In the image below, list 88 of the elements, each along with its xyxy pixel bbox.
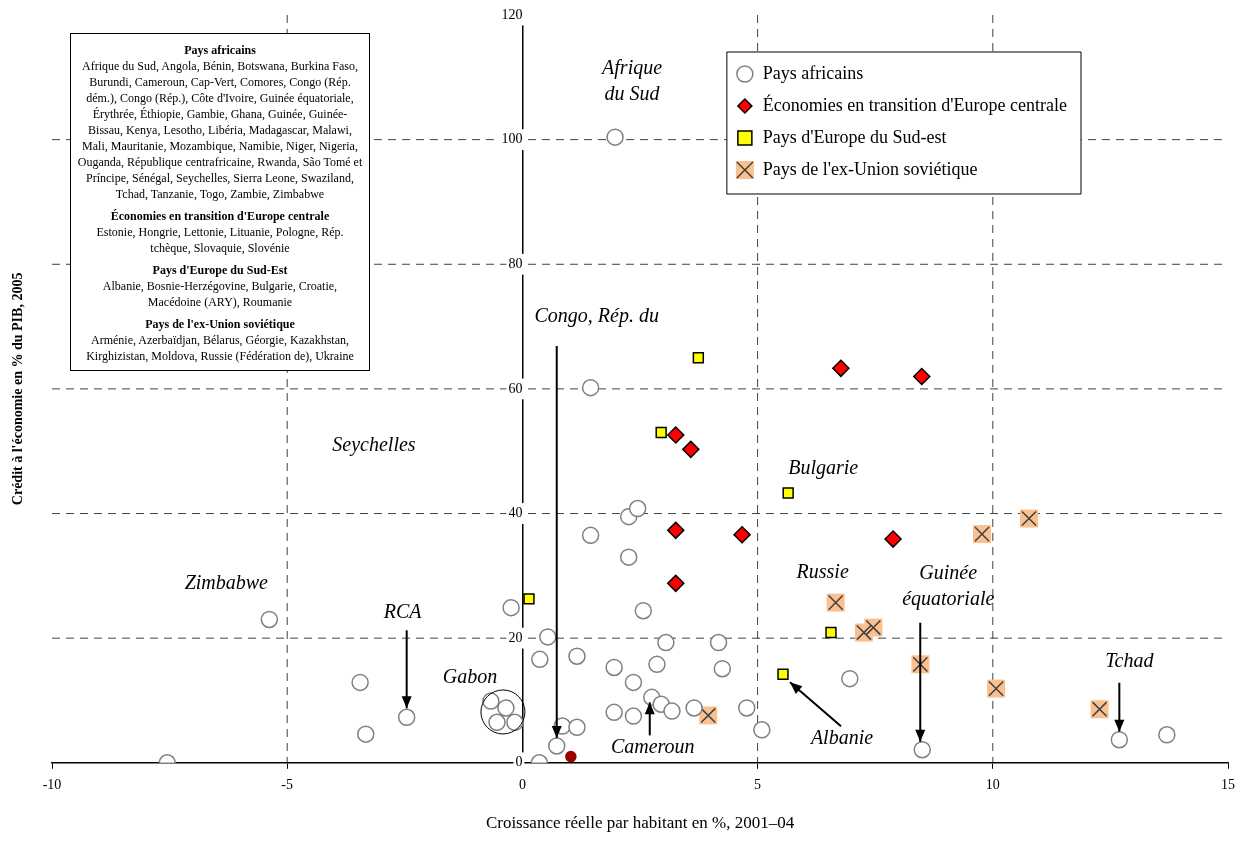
point [357, 725, 375, 743]
point [777, 668, 789, 681]
point [531, 650, 549, 669]
point [581, 378, 600, 397]
annotation: Économies en transition d'Europe centrale [109, 208, 331, 224]
point [884, 530, 902, 548]
point [733, 525, 751, 544]
point [738, 699, 756, 717]
point [657, 633, 675, 652]
y-tick-label: 120 [501, 6, 523, 22]
x-axis-title: Croissance réelle par habitant en %, 2001–04 [485, 813, 795, 833]
point [913, 367, 931, 386]
y-axis-title: Crédit à l'économie en % du PIB, 2005 [9, 272, 25, 506]
annotation: Tchad [1105, 648, 1155, 671]
annotation: RCA [382, 599, 423, 622]
point [605, 658, 623, 677]
point [565, 750, 577, 763]
annotation: Cameroun [610, 734, 695, 757]
annotation: Gabon [442, 665, 498, 688]
x-tick-label: 10 [985, 776, 1000, 792]
point [841, 669, 859, 688]
point [634, 602, 653, 620]
annotation: Congo, Rép. du [534, 304, 659, 328]
point [397, 708, 416, 727]
point [568, 647, 586, 665]
annotation: Albanie [808, 725, 874, 748]
y-tick-label: 20 [508, 629, 523, 645]
x-tick-label: -5 [281, 776, 294, 792]
annotation: Pays d'Europe du Sud-Est [151, 262, 289, 278]
point [667, 521, 685, 540]
legend-label: Économies en transition d'Europe centrale [762, 93, 1068, 115]
point [523, 593, 535, 605]
point [709, 633, 728, 652]
annotation: Russie [795, 559, 849, 582]
point [506, 713, 524, 732]
point [832, 359, 850, 378]
point [628, 499, 647, 518]
point [685, 699, 703, 717]
text: Afrique du Sud, Angola, Bénin, Botswana, Burkina Faso, Burundi, Cameroun, Cap-Vert, Comores, Congo (Rép. dém.), Congo (Rép.), Côte d'Ivoire, Guinée équatoriale, Érythrée, Éthiopie, Gambie, Ghana, Guinée, Guinée-Bissau, Kenya, Lesotho, Libéria, Madagascar, Malawi, Mali, Mauritanie, Mozambique, Namibie, Niger, Nigeria, Ouganda, République centrafricaine, Rwanda, São Tomé et Príncipe, Sénégal, Seychelles, Sierra Leone, Swaziland, Tchad, Tanzanie, Togo, Zambie, Zimbabwe [77, 59, 363, 201]
point [619, 548, 638, 566]
annotation: Zimbabwe [184, 570, 269, 593]
point [648, 655, 666, 674]
point [682, 440, 700, 459]
x-tick-label: -10 [42, 776, 62, 792]
legend-label: Pays africains [762, 62, 864, 83]
point [568, 718, 586, 737]
point [1158, 726, 1176, 744]
point [667, 426, 685, 444]
point [351, 673, 369, 692]
annotation: Guinée équatoriale [902, 560, 995, 610]
legend-label: Pays de l'ex-Union soviétique [762, 158, 978, 179]
point [488, 713, 506, 732]
point [547, 737, 566, 755]
y-tick-label: 80 [508, 255, 523, 271]
annotation: Bulgarie [788, 456, 859, 480]
x-tick-label: 15 [1221, 776, 1235, 792]
x-tick-label: 5 [754, 776, 762, 792]
annotation: Albanie, Bosnie-Herzégovine, Bulgarie, Croatie, Macédoine (ARY), Roumanie [101, 278, 339, 310]
point [539, 628, 557, 646]
annotation: Pays africains [183, 42, 257, 58]
y-tick-label: 0 [515, 754, 523, 770]
point [782, 487, 794, 499]
y-tick-label: 40 [508, 505, 523, 521]
point [605, 703, 623, 722]
annotation: Estonie, Hongrie, Lettonie, Lituanie, Pologne, Rép. tchèque, Slovaquie, Slovénie [95, 224, 345, 256]
point [667, 574, 685, 593]
point [606, 128, 624, 146]
annotation: Seychelles [332, 433, 416, 457]
point [502, 598, 520, 617]
point [581, 526, 600, 545]
point [482, 692, 500, 710]
point [825, 626, 837, 639]
point [655, 426, 667, 439]
point [692, 352, 705, 364]
point [1110, 730, 1129, 749]
annotation: Pays de l'ex-Union soviétique [144, 316, 296, 332]
point [713, 659, 732, 678]
point [913, 740, 931, 759]
annotation: Arménie, Azerbaïdjan, Bélarus, Géorgie, Kazakhstan, Kirghizistan, Moldova, Russie (Fédération de), Ukraine [85, 332, 355, 364]
point [624, 673, 643, 692]
y-tick-label: 60 [508, 380, 523, 396]
annotation: Afrique du Sud [600, 56, 663, 105]
legend-label: Pays d'Europe du Sud-est [762, 126, 947, 147]
point [260, 610, 279, 629]
point [624, 707, 643, 725]
point [663, 702, 681, 720]
point [753, 721, 771, 739]
y-tick-label: 100 [501, 131, 523, 147]
